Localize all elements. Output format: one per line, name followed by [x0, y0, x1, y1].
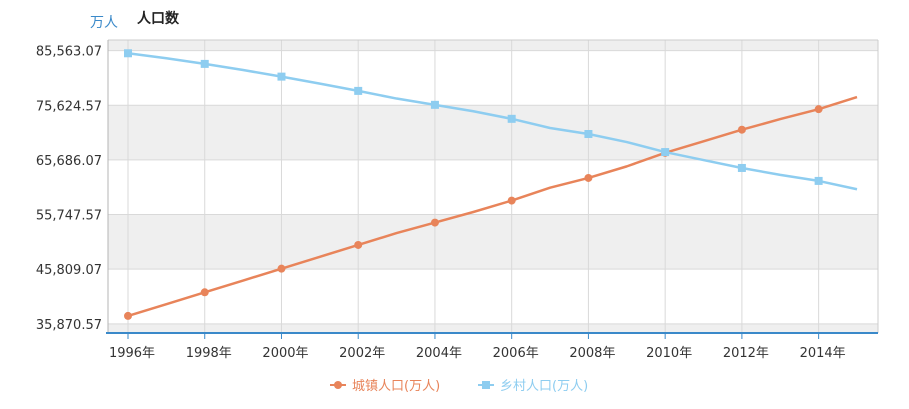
x-tick-label: 2004年 — [416, 346, 462, 361]
y-tick-labels: 35,870.57 45,809.07 55,747.57 65,686.07 75,6… — [36, 45, 102, 333]
grid-lines — [108, 40, 878, 333]
data-point-2[interactable] — [430, 100, 439, 109]
data-point-2[interactable] — [277, 72, 286, 81]
data-point-1[interactable] — [507, 196, 516, 205]
x-tick-label: 2010年 — [646, 346, 692, 361]
plot-band — [108, 323, 878, 333]
y-tick-label: 75,624.57 — [36, 99, 102, 114]
data-point-2[interactable] — [737, 163, 746, 172]
data-point-1[interactable] — [584, 173, 593, 182]
data-point-2[interactable] — [354, 86, 363, 95]
x-tick-label: 1996年 — [109, 346, 155, 361]
y-tick-label: 45,809.07 — [36, 263, 102, 278]
plot-band — [108, 105, 878, 160]
y-tick-label: 35,870.57 — [36, 318, 102, 333]
data-point-1[interactable] — [277, 264, 286, 273]
plot-band — [108, 40, 878, 51]
y-axis-unit: 万人 — [90, 15, 118, 31]
data-point-2[interactable] — [200, 59, 209, 68]
data-point-2[interactable] — [507, 114, 516, 123]
x-tick-label: 1998年 — [186, 346, 232, 361]
y-tick-label: 65,686.07 — [36, 154, 102, 169]
x-tick-label: 2008年 — [569, 346, 615, 361]
legend-label-2[interactable]: 乡村人口(万人) — [500, 379, 588, 394]
legend-marker-1 — [334, 381, 342, 389]
series-line-2 — [127, 52, 858, 191]
chart-title: 人口数 — [137, 10, 180, 27]
x-tick-label: 2002年 — [339, 346, 385, 361]
y-tick-label: 85,563.07 — [36, 45, 102, 60]
legend[interactable]: 城镇人口(万人) 乡村人口(万人) — [330, 379, 588, 394]
y-tick-label: 55,747.57 — [36, 209, 102, 224]
legend-label-1[interactable]: 城镇人口(万人) — [352, 379, 440, 394]
data-point-2[interactable] — [584, 130, 593, 139]
data-point-1[interactable] — [737, 125, 746, 134]
series-line-1 — [127, 95, 858, 318]
x-tick-label: 2014年 — [800, 346, 846, 361]
data-point-1[interactable] — [430, 218, 439, 227]
plot-band — [108, 214, 878, 270]
plot-band — [108, 269, 878, 324]
data-point-2[interactable] — [661, 148, 670, 157]
data-point-1[interactable] — [354, 240, 363, 249]
x-tick-label: 2000年 — [262, 346, 308, 361]
data-point-1[interactable] — [124, 311, 132, 320]
data-point-1[interactable] — [814, 105, 823, 114]
x-tick-label: 2012年 — [723, 346, 769, 361]
x-tick-labels: 1996年 1998年 2000年 2002年 2004年 2006年 2008年 2010年… — [109, 346, 846, 361]
data-point-2[interactable] — [124, 49, 132, 58]
data-point-1[interactable] — [200, 288, 209, 297]
plot-band — [108, 50, 878, 106]
series-layer — [124, 49, 858, 320]
x-tick-label: 2006年 — [493, 346, 539, 361]
plot-bands — [108, 40, 878, 333]
legend-marker-2 — [482, 381, 490, 389]
axes — [106, 39, 879, 339]
data-point-2[interactable] — [814, 176, 823, 185]
